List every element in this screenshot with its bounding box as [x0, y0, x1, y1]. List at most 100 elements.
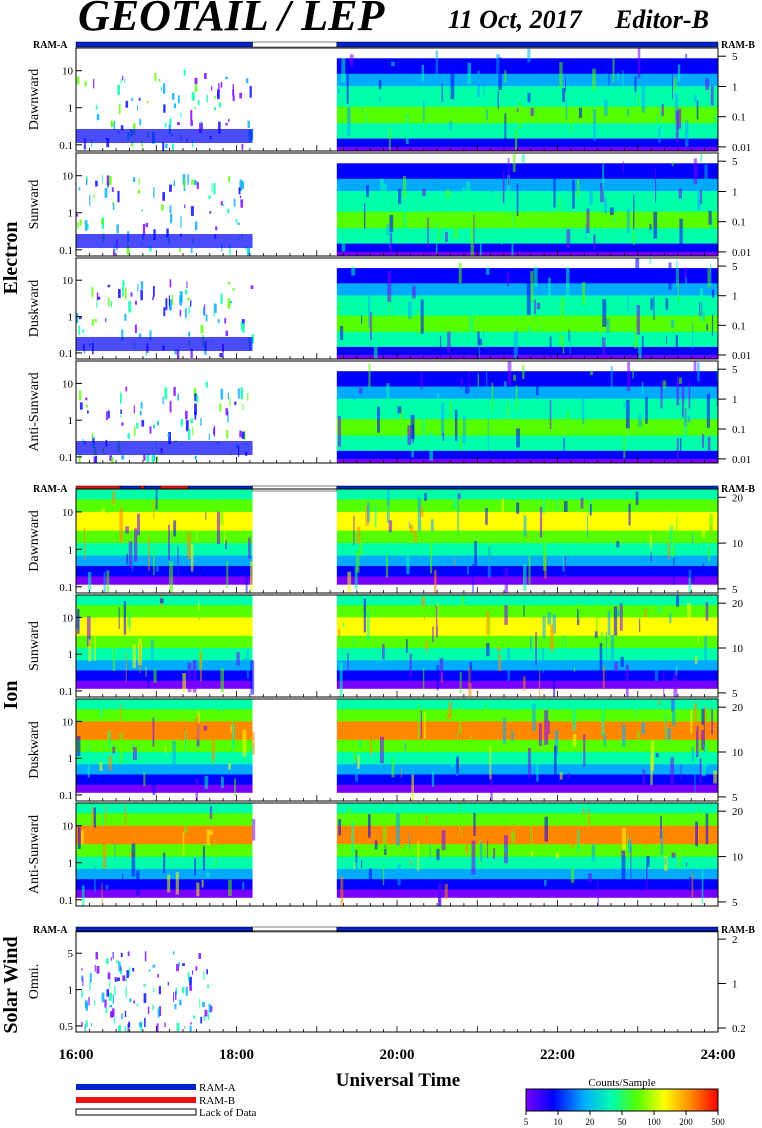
spectrogram-streak: [384, 844, 387, 855]
spectrogram-streak: [101, 174, 103, 184]
spectrogram-streak: [138, 333, 142, 338]
spectrogram-streak: [466, 831, 469, 858]
spectrogram-streak: [238, 187, 241, 195]
spectrogram-streak: [143, 772, 146, 786]
spectrogram-streak: [154, 72, 157, 82]
spectrogram-streak: [488, 606, 491, 638]
spectrogram-streak: [110, 301, 113, 307]
spectrogram-streak: [240, 321, 242, 331]
spectrogram-streak: [474, 541, 477, 567]
spectrogram-streak: [150, 639, 154, 663]
spectrogram-streak: [405, 114, 409, 144]
spectrogram-streak: [436, 848, 440, 861]
spectrogram-streak: [213, 428, 215, 435]
spectrogram-streak: [523, 676, 526, 691]
spectrogram-streak: [204, 73, 207, 80]
spectrogram-streak: [533, 267, 538, 287]
spectrogram-streak: [76, 76, 80, 85]
y-tick-label: 2: [732, 934, 738, 946]
spectrogram-streak: [109, 1004, 113, 1008]
spectrogram-streak: [139, 410, 142, 416]
spectrogram-band: [76, 543, 253, 557]
spectrogram-streak: [547, 612, 552, 625]
spectrogram-streak: [422, 188, 426, 197]
spectrogram-streak: [413, 530, 417, 543]
y-tick-label: 5: [732, 792, 738, 804]
spectrogram-streak: [706, 324, 709, 331]
spectrogram-band: [76, 721, 253, 741]
spectrogram-streak: [530, 271, 534, 302]
spectrogram-streak: [232, 722, 235, 750]
spectrogram-streak: [446, 189, 450, 199]
spectrogram-streak: [206, 94, 208, 103]
spectrogram-streak: [247, 247, 251, 256]
spectrogram-streak: [368, 814, 371, 838]
spectrogram-streak: [527, 48, 531, 63]
spectrogram-streak: [145, 666, 147, 677]
spectrogram-band: [336, 211, 718, 229]
spectrogram-band: [336, 268, 718, 284]
spectrogram-band: [336, 251, 718, 256]
spectrogram-streak: [140, 289, 143, 301]
spectrogram-streak: [420, 373, 423, 389]
spectrogram-streak: [91, 807, 95, 842]
spectrogram-streak: [226, 430, 229, 439]
spectrogram-streak: [174, 1004, 177, 1010]
spectrogram-streak: [466, 558, 470, 575]
spectrogram-streak: [347, 653, 349, 672]
spectrogram-band: [336, 555, 718, 567]
spectrogram-streak: [412, 285, 416, 299]
spectrogram-streak: [190, 110, 193, 121]
colorbar-label: Counts/Sample: [588, 1077, 655, 1089]
spectrogram-streak: [632, 218, 635, 246]
spectrogram-streak: [94, 319, 97, 323]
spectrogram-streak: [205, 381, 208, 388]
spectrogram-streak: [153, 499, 155, 519]
spectrogram-streak: [411, 121, 414, 137]
spectrogram-streak: [420, 506, 424, 517]
spectrogram-streak: [194, 393, 197, 402]
spectrogram-streak: [134, 528, 138, 562]
spectrogram-streak: [237, 388, 240, 399]
spectrogram-streak: [628, 839, 632, 853]
spectrogram-streak: [190, 248, 193, 253]
ram-a-label: RAM-A: [33, 925, 68, 936]
spectrogram-streak: [79, 402, 83, 410]
spectrogram-streak: [590, 109, 594, 114]
spectrogram-streak: [646, 866, 648, 891]
spectrogram-streak: [147, 1006, 150, 1015]
spectrogram-streak: [645, 397, 648, 424]
y-tick-label: 0.01: [732, 350, 751, 362]
spectrogram-streak: [112, 202, 114, 205]
spectrogram-streak: [185, 308, 187, 318]
spectrogram-streak: [105, 318, 107, 322]
spectrogram-streak: [441, 83, 443, 103]
spectrogram-streak: [191, 92, 195, 101]
spectrogram: [81, 951, 213, 1032]
spectrogram-streak: [112, 1008, 115, 1017]
spectrogram-streak: [215, 226, 218, 231]
spectrogram-streak: [511, 830, 516, 844]
spectrogram-streak: [239, 92, 243, 99]
spectrogram-streak: [453, 492, 457, 510]
spectrogram-streak: [251, 334, 254, 344]
spectrogram-streak: [497, 646, 501, 652]
spectrogram-streak: [185, 730, 187, 758]
spectrogram-streak: [163, 852, 166, 873]
spectrogram-streak: [78, 454, 81, 463]
spectrogram-streak: [177, 547, 179, 582]
spectrogram-streak: [572, 734, 577, 747]
spectrogram-streak: [156, 563, 159, 572]
spectrogram-streak: [353, 861, 356, 870]
spectrogram-streak: [708, 210, 712, 225]
spectrogram-streak: [602, 164, 605, 192]
spectrogram-streak: [136, 1003, 139, 1007]
ram-a-label: RAM-A: [33, 40, 68, 51]
spectrogram-streak: [157, 1007, 160, 1010]
spectrogram-streak: [675, 110, 679, 143]
spectrogram-streak: [152, 717, 155, 747]
spectrogram-streak: [459, 671, 462, 693]
spectrogram-streak: [589, 370, 593, 376]
spectrogram-streak: [120, 78, 122, 84]
spectrogram-streak: [389, 216, 391, 249]
